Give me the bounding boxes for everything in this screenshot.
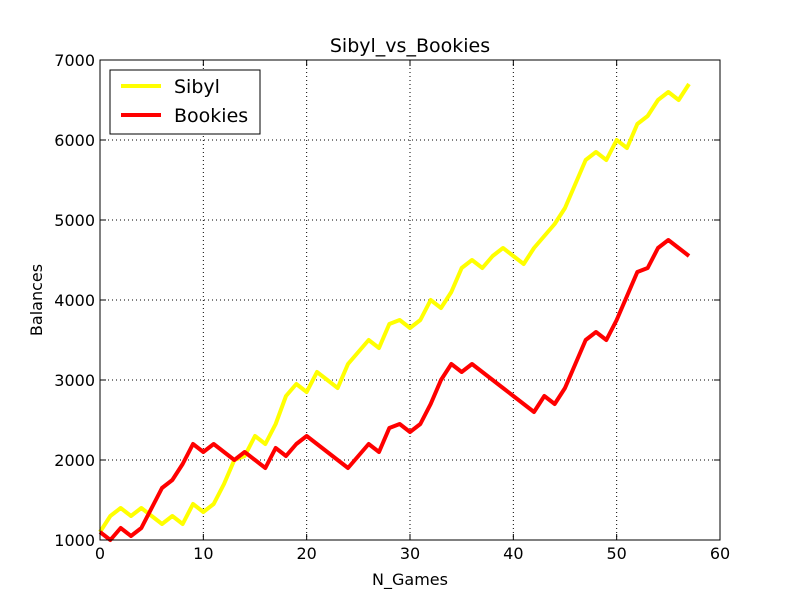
y-tick-label: 2000	[54, 451, 95, 470]
series-layer	[100, 84, 689, 540]
x-tick-label: 40	[503, 544, 523, 563]
y-tick-label: 4000	[54, 291, 95, 310]
x-axis-label: N_Games	[372, 570, 448, 590]
series-line-bookies	[100, 240, 689, 540]
x-tick-label: 20	[296, 544, 316, 563]
x-tick-label: 60	[710, 544, 730, 563]
series-line-sibyl	[100, 84, 689, 532]
chart-title: Sibyl_vs_Bookies	[330, 35, 490, 57]
y-tick-label: 3000	[54, 371, 95, 390]
y-tick-label: 6000	[54, 131, 95, 150]
x-tick-label: 50	[606, 544, 626, 563]
x-tick-label: 30	[400, 544, 420, 563]
y-axis-label: Balances	[27, 264, 46, 336]
y-tick-label: 1000	[54, 531, 95, 550]
y-tick-label: 7000	[54, 51, 95, 70]
y-tick-label: 5000	[54, 211, 95, 230]
x-tick-label: 10	[193, 544, 213, 563]
legend-label-bookies: Bookies	[174, 105, 248, 127]
x-tick-label: 0	[95, 544, 105, 563]
legend: Sibyl Bookies	[110, 70, 260, 134]
legend-label-sibyl: Sibyl	[174, 76, 220, 98]
